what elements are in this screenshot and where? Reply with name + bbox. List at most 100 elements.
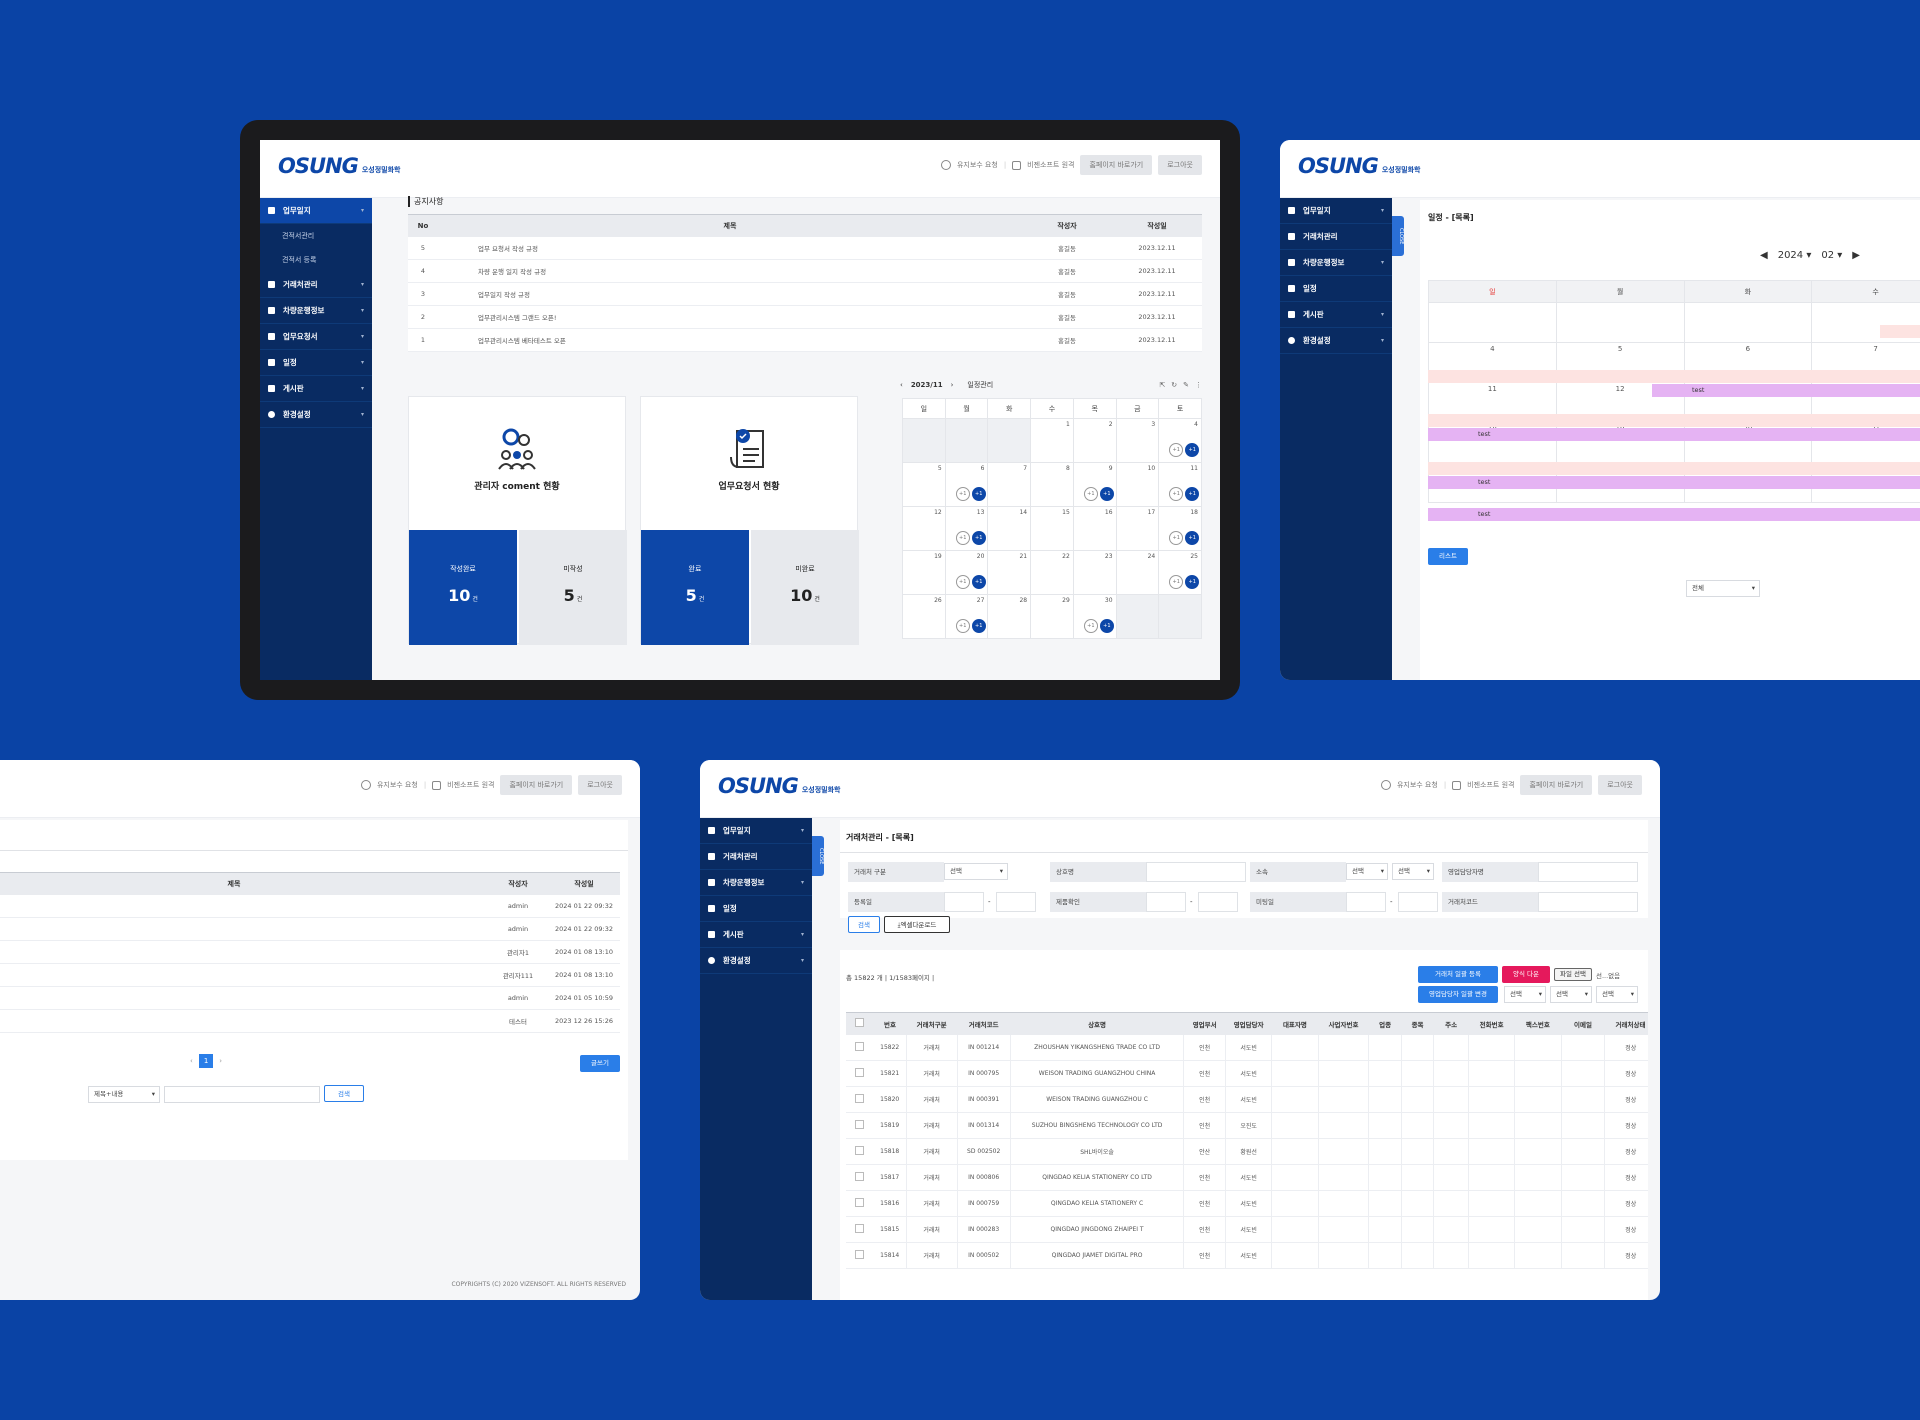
prev-month-button[interactable]: ◀: [1760, 250, 1768, 261]
calendar-day[interactable]: [1428, 302, 1557, 343]
table-row[interactable]: 15821 거래처 IN 000795 WEISON TRADING GUANGZHO…: [846, 1060, 1648, 1087]
table-row[interactable]: 2 업무관리시스템 그랜드 오픈! 홍길동 2023.12.11: [408, 305, 1202, 329]
menu-board[interactable]: 게시판 ▾: [700, 922, 812, 948]
prod-from-input[interactable]: [1146, 892, 1186, 912]
event-bar[interactable]: test: [1428, 476, 1920, 489]
row-checkbox[interactable]: [846, 1242, 874, 1269]
close-tab[interactable]: CLOSE: [812, 836, 824, 876]
menu-schedule[interactable]: 일정: [700, 896, 812, 922]
write-button[interactable]: 글쓰기: [580, 1055, 620, 1072]
bulk-register-button[interactable]: 거래처 일괄 등록: [1418, 966, 1498, 983]
cell-title[interactable]: 업무 요청서 작성 규정: [438, 236, 1022, 260]
menu-board[interactable]: 게시판 ▾: [260, 376, 372, 402]
next-page-button[interactable]: ›: [219, 1057, 223, 1065]
calendar-day[interactable]: 29: [1030, 594, 1074, 639]
code-input[interactable]: [1538, 892, 1638, 912]
cell-title[interactable]: [0, 940, 488, 964]
row-checkbox[interactable]: [846, 1164, 874, 1191]
table-row[interactable]: 15819 거래처 IN 001314 SUZHOU BINGSHENG TECHNO…: [846, 1112, 1648, 1139]
cell-title[interactable]: 차량 운행 일지 작성 규정: [438, 259, 1022, 283]
event-bar[interactable]: [1428, 370, 1920, 383]
table-row[interactable]: 1 업무관리시스템 베타테스트 오픈 홍길동 2023.12.11: [408, 328, 1202, 352]
table-row[interactable]: 15820 거래처 IN 000391 WEISON TRADING GUANGZHO…: [846, 1086, 1648, 1113]
calendar-day[interactable]: [1158, 594, 1202, 639]
refresh-icon[interactable]: ↻: [1171, 381, 1178, 389]
logout-button[interactable]: 로그아웃: [1598, 775, 1642, 795]
calendar-day[interactable]: 5: [902, 462, 946, 507]
table-row[interactable]: 15817 거래처 IN 000806 QINGDAO KELIA STATIONER…: [846, 1164, 1648, 1191]
stat-done[interactable]: 완료 5 건: [641, 530, 749, 645]
page-current[interactable]: 1: [198, 1054, 214, 1068]
row-checkbox[interactable]: [846, 1138, 874, 1165]
count-badge[interactable]: +1: [971, 619, 986, 633]
calendar-day[interactable]: 12: [902, 506, 946, 551]
menu-vehicle[interactable]: 차량운행정보 ▾: [700, 870, 812, 896]
month-select[interactable]: 02 ▾: [1821, 250, 1843, 261]
calendar-day[interactable]: 28: [987, 594, 1032, 639]
calendar-day[interactable]: 30 +1 +1: [1072, 594, 1117, 639]
prev-month-button[interactable]: ‹: [900, 381, 903, 389]
event-bar[interactable]: test: [1428, 428, 1920, 441]
count-badge[interactable]: +1: [1185, 487, 1200, 501]
change-select-1[interactable]: 선택 ▾: [1504, 986, 1546, 1003]
event-bar[interactable]: [1880, 325, 1920, 338]
maintenance-link[interactable]: 유지보수 요청: [376, 781, 418, 789]
calendar-day[interactable]: 7: [987, 462, 1032, 507]
count-badge[interactable]: +1: [1169, 575, 1184, 589]
menu-partner[interactable]: 거래처관리: [700, 844, 812, 870]
table-row[interactable]: 15815 거래처 IN 000283 QINGDAO JINGDONG ZHAIPE…: [846, 1216, 1648, 1243]
count-badge[interactable]: +1: [1169, 531, 1184, 545]
calendar-day[interactable]: 15: [1030, 506, 1074, 551]
maintenance-link[interactable]: 유지보수 요청: [1396, 781, 1438, 789]
maintenance-link[interactable]: 유지보수 요청: [956, 161, 998, 169]
row-checkbox[interactable]: [846, 1034, 874, 1061]
bulk-change-button[interactable]: 영업담당자 일괄 변경: [1418, 986, 1498, 1003]
menu-board[interactable]: 게시판 ▾: [1280, 302, 1392, 328]
calendar-day[interactable]: 10: [1115, 462, 1160, 507]
type-select[interactable]: 선택 ▾: [944, 863, 1008, 880]
remote-link[interactable]: 비젠소프트 원격: [1027, 161, 1075, 169]
logo[interactable]: OSUNG 오성정밀화학: [278, 154, 401, 178]
count-badge[interactable]: +1: [1185, 531, 1200, 545]
count-badge[interactable]: +1: [955, 619, 970, 633]
table-row[interactable]: 15818 거래처 SD 002502 SHL바이오솔 안산 황원선 정상: [846, 1138, 1648, 1165]
calendar-day[interactable]: [944, 418, 989, 463]
cell-title[interactable]: [0, 917, 488, 941]
excel-download-button[interactable]: ⤓엑셀다운로드: [884, 916, 950, 933]
menu-partner[interactable]: 거래처관리 ▾: [260, 272, 372, 298]
calendar-day[interactable]: 4 +1 +1: [1158, 418, 1202, 463]
count-badge[interactable]: +1: [955, 531, 970, 545]
calendar-day[interactable]: 19: [902, 550, 946, 595]
cell-title[interactable]: 업무관리시스템 베타테스트 오픈: [438, 328, 1022, 352]
calendar-day[interactable]: [1683, 302, 1813, 343]
calendar-day[interactable]: 14: [987, 506, 1032, 551]
table-row[interactable]: 관리자111 2024 01 08 13:10: [0, 963, 620, 987]
work-request-card[interactable]: 업무요청서 현황 완료 5 건 미완료 10 건: [640, 396, 859, 645]
change-select-3[interactable]: 선택 ▾: [1596, 986, 1638, 1003]
more-icon[interactable]: ⋮: [1195, 381, 1202, 389]
reg-to-input[interactable]: [996, 892, 1036, 912]
calendar-day[interactable]: 26: [902, 594, 946, 639]
select-all-checkbox[interactable]: [846, 1012, 874, 1035]
table-row[interactable]: 3 업무일지 작성 규정 홍길동 2023.12.11: [408, 282, 1202, 306]
row-checkbox[interactable]: [846, 1190, 874, 1217]
table-row[interactable]: 테스터 2023 12 26 15:26: [0, 1009, 620, 1033]
reg-from-input[interactable]: [944, 892, 984, 912]
prod-to-input[interactable]: [1198, 892, 1238, 912]
menu-work-log[interactable]: 업무일지 ▾: [1280, 198, 1392, 224]
menu-schedule[interactable]: 일정 ▾: [260, 350, 372, 376]
cell-title[interactable]: 업무일지 작성 규정: [438, 282, 1022, 306]
search-input[interactable]: [164, 1086, 320, 1103]
count-badge[interactable]: +1: [1185, 575, 1200, 589]
table-row[interactable]: 15822 거래처 IN 001214 ZHOUSHAN YIKANGSHENG TR…: [846, 1034, 1648, 1061]
table-row[interactable]: 관리자1 2024 01 08 13:10: [0, 940, 620, 964]
prev-page-button[interactable]: ‹: [190, 1057, 193, 1065]
event-bar[interactable]: [1428, 414, 1920, 427]
calendar-day[interactable]: 27 +1 +1: [944, 594, 989, 639]
search-type-select[interactable]: 제목+내용 ▾: [88, 1086, 160, 1103]
row-checkbox[interactable]: [846, 1086, 874, 1113]
export-icon[interactable]: ⇱: [1159, 381, 1166, 389]
calendar-day[interactable]: 6 +1 +1: [944, 462, 989, 507]
submenu-estimate-reg[interactable]: 견적서 등록: [282, 256, 317, 264]
calendar-day[interactable]: 18 +1 +1: [1158, 506, 1202, 551]
